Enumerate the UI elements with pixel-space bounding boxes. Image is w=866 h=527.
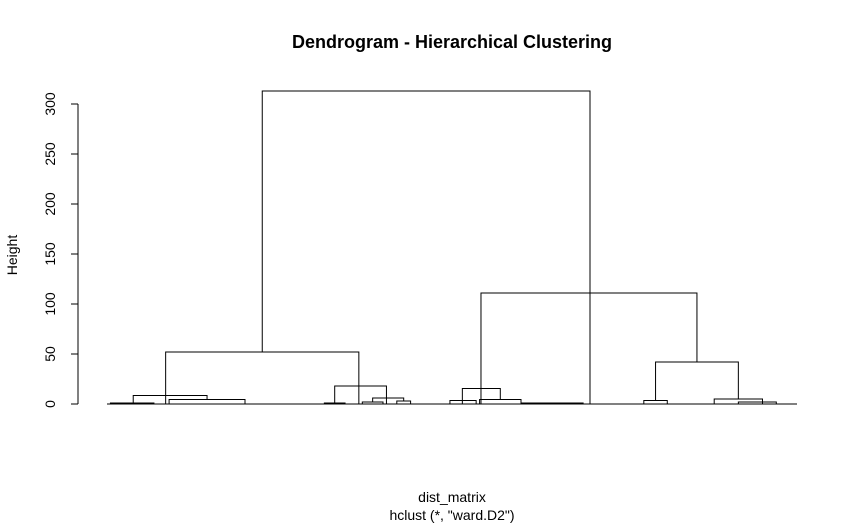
chart-title: Dendrogram - Hierarchical Clustering [292, 32, 612, 52]
x-axis-label: dist_matrix [418, 489, 486, 505]
y-tick-label: 150 [42, 242, 58, 266]
merge-bracket [361, 401, 384, 404]
y-tick-label: 0 [42, 400, 58, 408]
merge-bracket [396, 400, 412, 404]
y-tick-label: 300 [42, 92, 58, 116]
y-tick-label: 50 [42, 346, 58, 362]
merge-bracket [323, 402, 346, 404]
merge-bracket [643, 400, 668, 404]
merge-bracket [737, 401, 777, 404]
merge-bracket [461, 388, 501, 404]
y-axis-label: Height [4, 235, 20, 276]
merge-bracket [479, 399, 522, 404]
merge-bracket [655, 361, 739, 401]
y-axis: 0 50 100 150 200 250 300 [42, 92, 79, 408]
hclust-method-label: hclust (*, "ward.D2") [389, 507, 514, 523]
merge-bracket [334, 385, 387, 404]
merge-bracket [261, 90, 591, 404]
merge-bracket [132, 395, 208, 404]
merge-bracket [109, 402, 155, 404]
dendrogram-tree [107, 90, 797, 405]
merge-bracket [520, 402, 584, 404]
y-tick-label: 250 [42, 142, 58, 166]
merge-bracket [372, 397, 405, 402]
merge-bracket [480, 292, 698, 404]
merge-bracket [168, 399, 246, 404]
merge-bracket [165, 351, 360, 404]
merge-bracket [449, 400, 477, 404]
y-tick-label: 100 [42, 292, 58, 316]
y-tick-label: 200 [42, 192, 58, 216]
